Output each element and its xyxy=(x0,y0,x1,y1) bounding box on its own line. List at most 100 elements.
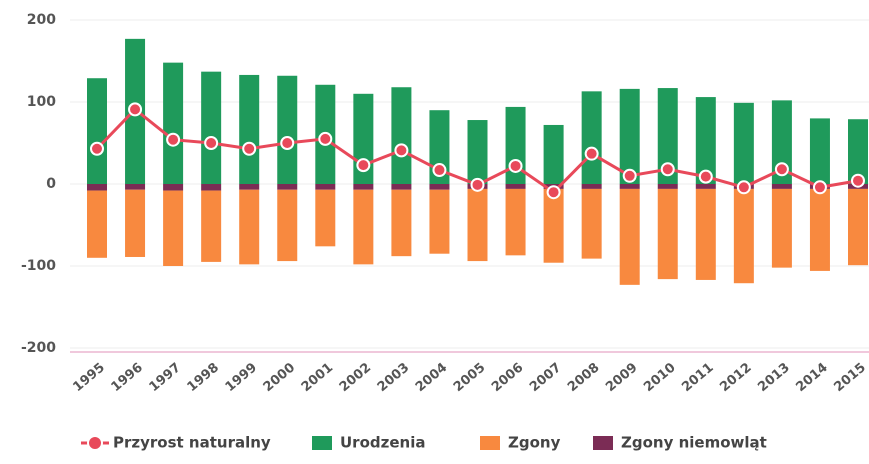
death-bar xyxy=(353,189,374,265)
infant-death-bar xyxy=(771,184,792,189)
x-tick-label: 1999 xyxy=(223,360,260,395)
birth-bar xyxy=(277,75,298,184)
line-marker xyxy=(128,102,143,117)
infant-death-bar xyxy=(695,184,716,189)
line-marker xyxy=(546,185,561,200)
line-marker xyxy=(432,163,447,178)
birth-bar xyxy=(657,88,678,184)
infant-death-bar xyxy=(201,184,222,191)
legend-label: Przyrost naturalny xyxy=(113,434,271,452)
legend-label: Zgony xyxy=(508,434,561,452)
death-bar xyxy=(125,189,146,257)
death-bar xyxy=(771,188,792,268)
x-tick-label: 2005 xyxy=(451,360,488,395)
birth-bar xyxy=(87,78,107,184)
x-tick-label: 2004 xyxy=(413,360,450,395)
y-tick-label: 200 xyxy=(27,12,56,28)
line-marker xyxy=(812,180,827,195)
death-bar xyxy=(315,189,336,247)
birth-bar xyxy=(239,74,260,184)
death-bar xyxy=(695,188,716,280)
x-tick-label: 1997 xyxy=(147,360,184,395)
line-marker xyxy=(622,168,637,183)
legend-label: Urodzenia xyxy=(340,434,425,452)
line-marker xyxy=(698,169,713,184)
line-marker xyxy=(204,136,219,150)
birth-bar xyxy=(619,88,640,184)
infant-death-bar xyxy=(163,184,184,191)
infant-death-bar xyxy=(657,184,678,189)
x-tick-label: 2008 xyxy=(565,360,602,395)
infant-death-bar xyxy=(391,184,412,190)
line-marker xyxy=(166,132,181,147)
x-tick-label: 2000 xyxy=(261,360,298,395)
birth-bar xyxy=(695,97,716,184)
x-tick-label: 2015 xyxy=(831,360,868,395)
line-marker xyxy=(90,141,104,156)
y-tick-label: 0 xyxy=(46,176,56,192)
x-tick-label: 2010 xyxy=(641,360,678,395)
y-tick-label: 100 xyxy=(27,94,56,110)
infant-death-bar xyxy=(277,184,298,190)
birth-bar xyxy=(201,71,222,184)
x-tick-label: 2011 xyxy=(679,360,716,395)
x-tick-label: 1996 xyxy=(109,360,146,395)
line-marker xyxy=(660,162,675,177)
x-tick-label: 2009 xyxy=(603,360,640,395)
infant-death-bar xyxy=(315,184,336,190)
line-marker xyxy=(242,141,257,156)
x-tick-label: 2013 xyxy=(755,360,792,395)
birth-bar xyxy=(391,87,412,184)
x-tick-label: 2006 xyxy=(489,360,526,395)
line-marker xyxy=(774,162,789,177)
death-bar xyxy=(391,189,412,257)
infant-death-bar xyxy=(429,184,450,190)
death-bar xyxy=(163,190,184,266)
birth-bar xyxy=(581,91,602,184)
legend-swatch xyxy=(480,436,500,450)
birth-bar xyxy=(809,118,830,184)
infant-death-bar xyxy=(353,184,374,190)
death-bar xyxy=(543,188,564,263)
death-bar xyxy=(505,188,526,256)
infant-death-bar xyxy=(505,184,526,189)
y-tick-label: -100 xyxy=(21,258,56,274)
line-marker xyxy=(470,177,485,192)
infant-death-bar xyxy=(87,184,107,191)
line-marker xyxy=(508,158,523,173)
x-tick-label: 2002 xyxy=(337,360,374,395)
line-marker xyxy=(851,173,865,188)
line-marker xyxy=(584,146,599,161)
death-bar xyxy=(87,190,107,258)
x-tick-label: 2007 xyxy=(527,360,564,395)
death-bar xyxy=(581,188,602,259)
line-marker xyxy=(736,180,751,195)
death-bar xyxy=(467,188,488,262)
line-marker xyxy=(318,131,333,146)
death-bar xyxy=(239,189,260,265)
infant-death-bar xyxy=(619,184,640,189)
line-marker xyxy=(394,143,409,158)
legend-swatch xyxy=(312,436,332,450)
birth-bar xyxy=(848,119,868,184)
birth-bar xyxy=(733,102,754,184)
death-bar xyxy=(277,189,298,262)
x-tick-label: 2014 xyxy=(793,360,830,395)
x-tick-label: 2003 xyxy=(375,360,412,395)
x-tick-label: 2001 xyxy=(299,360,336,395)
line-marker xyxy=(280,136,295,150)
line-marker xyxy=(356,158,371,173)
legend-label: Zgony niemowląt xyxy=(621,434,767,452)
death-bar xyxy=(809,188,830,271)
death-bar xyxy=(657,188,678,280)
x-tick-label: 1998 xyxy=(185,360,222,395)
birth-bar xyxy=(771,100,792,184)
legend-marker xyxy=(87,435,103,451)
infant-death-bar xyxy=(125,184,146,190)
birth-bar xyxy=(163,62,184,184)
legend-swatch xyxy=(593,436,613,450)
death-bar xyxy=(201,190,222,262)
death-bar xyxy=(429,189,450,254)
infant-death-bar xyxy=(239,184,260,190)
